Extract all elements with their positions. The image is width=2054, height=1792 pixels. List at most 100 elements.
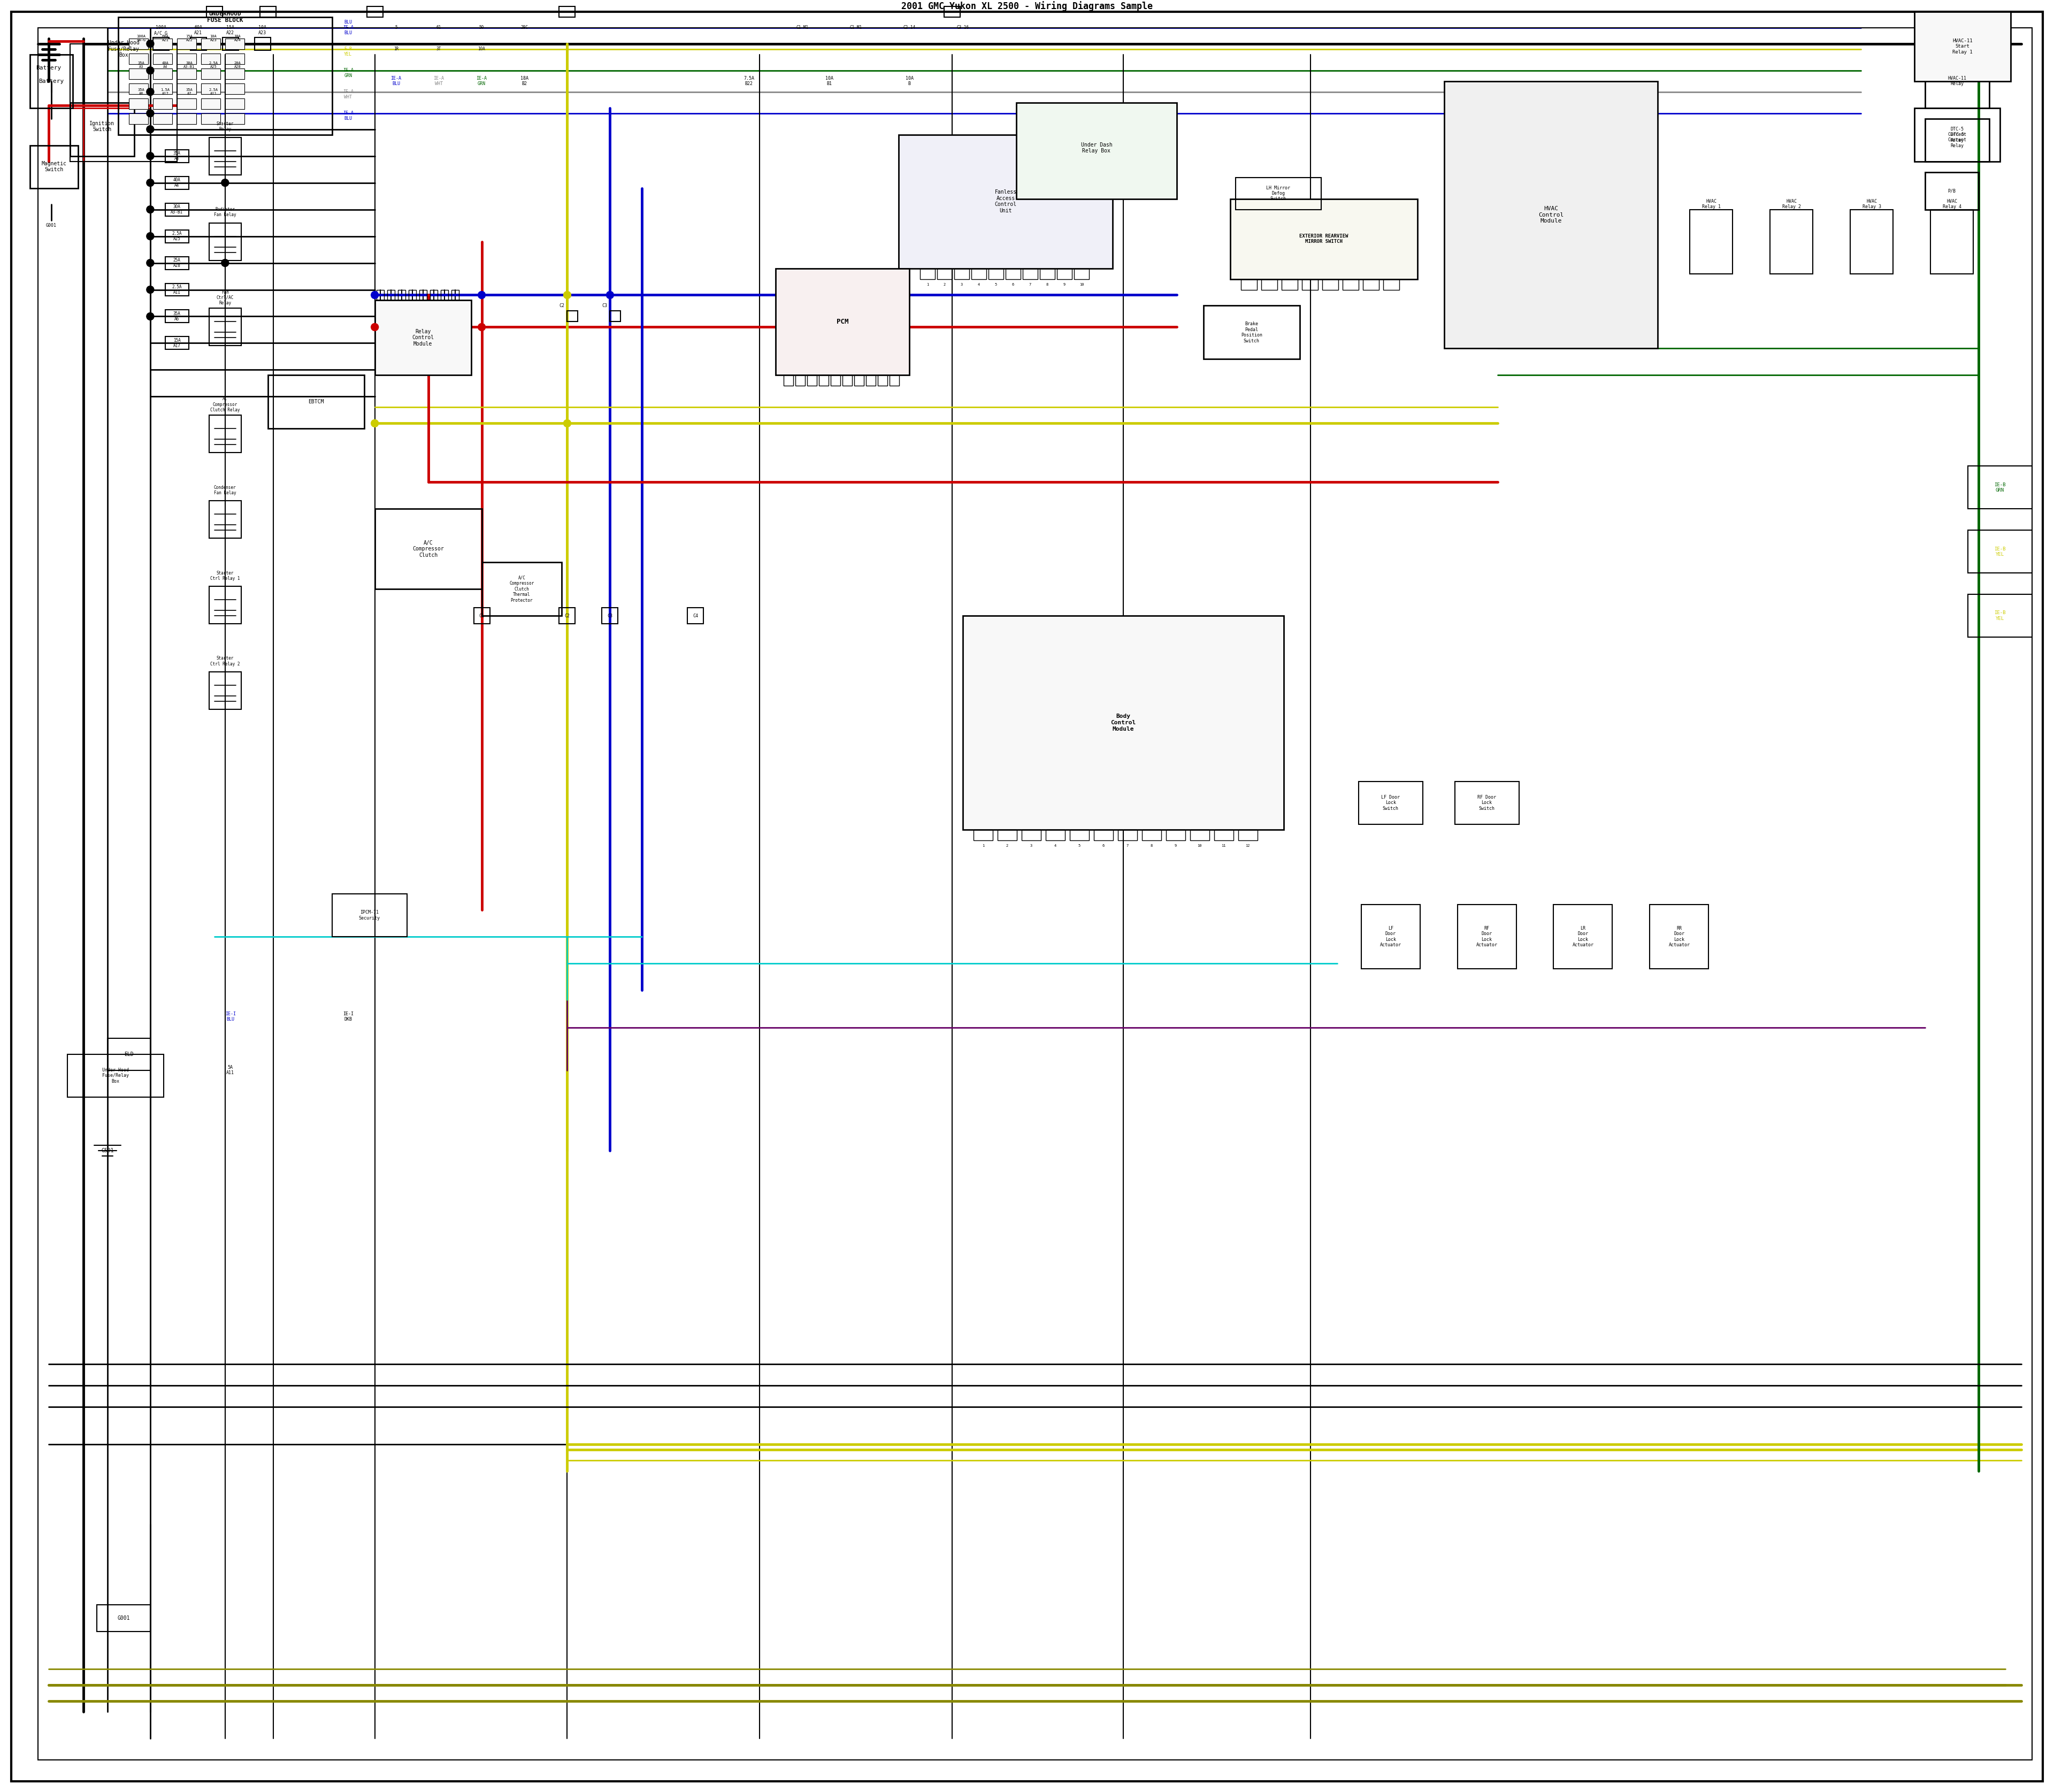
Text: 8: 8 <box>1150 844 1152 848</box>
Text: 3: 3 <box>1031 844 1033 848</box>
Bar <box>1058 269 1072 280</box>
Bar <box>1444 81 1658 348</box>
Circle shape <box>372 292 378 299</box>
Text: 60A
A21: 60A A21 <box>195 25 203 36</box>
Bar <box>191 38 205 50</box>
Text: 5: 5 <box>1078 844 1080 848</box>
Text: C3: C3 <box>602 303 608 308</box>
Bar <box>1167 830 1185 840</box>
Circle shape <box>372 419 378 426</box>
Circle shape <box>146 260 154 267</box>
Text: 10A
A23: 10A A23 <box>210 34 218 41</box>
Bar <box>129 82 148 93</box>
Text: IE-B
YEL: IE-B YEL <box>1994 547 2007 557</box>
Bar <box>152 68 173 79</box>
Text: 10A
B1: 10A B1 <box>826 75 834 86</box>
Bar <box>386 290 394 301</box>
Text: 1.5A
A17: 1.5A A17 <box>160 88 170 95</box>
Bar <box>1323 280 1337 290</box>
Circle shape <box>372 323 378 332</box>
Bar <box>129 68 148 79</box>
Text: 12: 12 <box>1245 844 1251 848</box>
Bar <box>795 375 805 385</box>
Text: G501: G501 <box>101 1147 113 1152</box>
Bar <box>201 82 220 93</box>
Text: Relay
Control
Module: Relay Control Module <box>413 330 433 346</box>
Bar <box>483 563 563 616</box>
Bar <box>31 54 72 108</box>
Text: C1-M1: C1-M1 <box>797 25 809 30</box>
Text: 35A
A3: 35A A3 <box>138 61 144 68</box>
Text: 20A
A28: 20A A28 <box>234 61 240 68</box>
Text: HVAC-11
Start
Relay 1: HVAC-11 Start Relay 1 <box>1953 38 1972 54</box>
Bar <box>877 375 887 385</box>
Bar <box>945 7 959 16</box>
Text: IE-A
GRN: IE-A GRN <box>343 68 353 79</box>
Bar <box>68 1054 164 1097</box>
Text: 10A
A23: 10A A23 <box>259 25 267 36</box>
Bar <box>226 38 244 48</box>
Text: IE-A
BLU: IE-A BLU <box>390 75 401 86</box>
Text: 1: 1 <box>982 844 984 848</box>
Text: LH Mirror
Defog
Switch: LH Mirror Defog Switch <box>1265 185 1290 201</box>
Bar <box>988 269 1004 280</box>
Text: Magnetic
Switch: Magnetic Switch <box>41 161 66 172</box>
Text: Starter
Relay: Starter Relay <box>216 122 234 133</box>
Text: IE-B
GRN: IE-B GRN <box>1994 482 2007 493</box>
Bar <box>1239 830 1257 840</box>
Bar <box>1023 269 1037 280</box>
Text: RF
Door
Lock
Actuator: RF Door Lock Actuator <box>1477 926 1497 948</box>
Bar <box>129 113 148 124</box>
Bar <box>429 290 438 301</box>
Text: Battery: Battery <box>39 79 64 84</box>
Text: HVAC
Relay 2: HVAC Relay 2 <box>1783 199 1801 210</box>
Bar <box>164 337 189 349</box>
Bar <box>1021 830 1041 840</box>
Bar <box>177 82 197 93</box>
Text: 7.5A
B22: 7.5A B22 <box>744 75 754 86</box>
Bar <box>107 1038 150 1070</box>
Bar <box>807 375 817 385</box>
Bar <box>398 290 405 301</box>
Text: IE-B
YEL: IE-B YEL <box>1994 611 2007 622</box>
Circle shape <box>146 179 154 186</box>
Text: 9: 9 <box>1064 283 1066 287</box>
Bar <box>1282 280 1298 290</box>
Bar <box>452 290 458 301</box>
Bar <box>177 54 197 65</box>
Bar <box>1771 210 1814 274</box>
Circle shape <box>146 125 154 133</box>
Bar <box>1230 199 1417 280</box>
Text: Under Dash
Relay Box: Under Dash Relay Box <box>1080 142 1111 154</box>
Bar <box>998 830 1017 840</box>
Bar <box>164 149 189 163</box>
Text: HVAC-11
Relay: HVAC-11 Relay <box>1947 75 1966 86</box>
Bar <box>1302 280 1319 290</box>
Bar <box>129 38 148 48</box>
Bar <box>129 99 148 109</box>
Circle shape <box>479 292 485 299</box>
Text: E-B
YEL: E-B YEL <box>343 47 351 57</box>
Bar <box>177 99 197 109</box>
Bar <box>776 269 910 375</box>
Bar <box>201 113 220 124</box>
Text: Under Hood
Fuse/Relay
Box: Under Hood Fuse/Relay Box <box>103 1068 129 1084</box>
Circle shape <box>606 292 614 299</box>
Circle shape <box>479 323 485 332</box>
Text: 30A
A3-B1: 30A A3-B1 <box>170 204 183 215</box>
Bar <box>226 82 244 93</box>
Text: A/C
Compressor
Clutch
Thermal
Protector: A/C Compressor Clutch Thermal Protector <box>509 575 534 602</box>
Text: LF
Door
Lock
Actuator: LF Door Lock Actuator <box>1380 926 1401 948</box>
Bar <box>842 375 852 385</box>
Text: 11: 11 <box>1222 844 1226 848</box>
Bar <box>152 82 173 93</box>
Text: 3T: 3T <box>435 47 442 52</box>
Bar <box>261 7 275 16</box>
Bar <box>164 176 189 190</box>
Text: 30A
A3-B1: 30A A3-B1 <box>183 61 195 68</box>
Text: Fan
Ctrl/AC
Relay: Fan Ctrl/AC Relay <box>216 290 234 306</box>
Text: 50: 50 <box>479 25 485 30</box>
Text: 8: 8 <box>1045 283 1048 287</box>
Bar <box>210 138 240 174</box>
Text: Condenser
Fan Relay: Condenser Fan Relay <box>214 486 236 495</box>
